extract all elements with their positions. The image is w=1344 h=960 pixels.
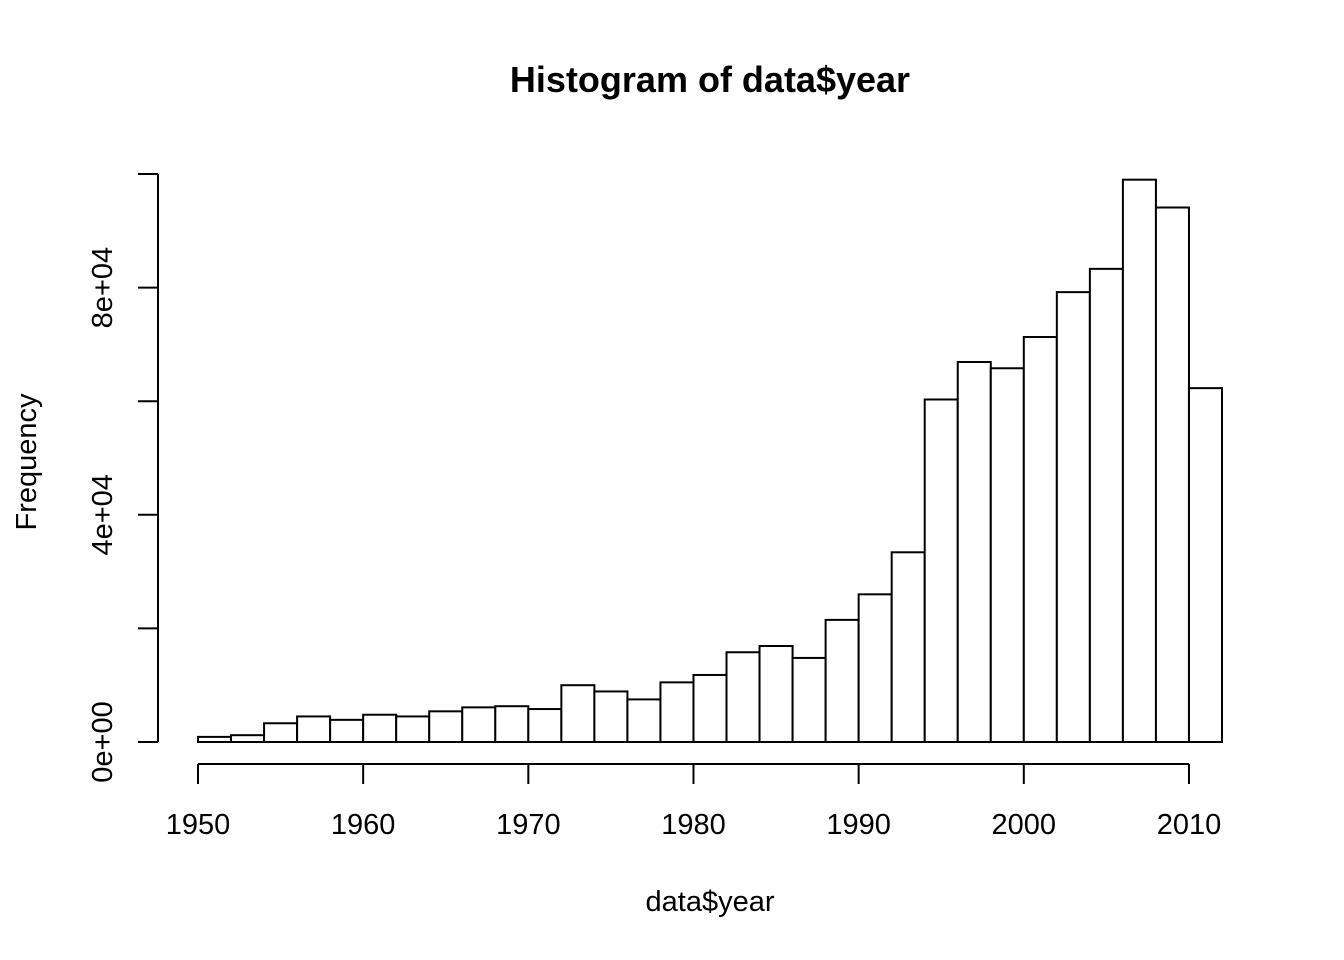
histogram-bar-1964-1966 [428, 710, 464, 744]
x-axis-label: data$year [646, 886, 775, 918]
chart-title: Histogram of data$year [510, 59, 910, 100]
y-tick-label-40000: 4e+04 [87, 474, 119, 555]
histogram-bar-1990-1992 [857, 593, 893, 743]
bars-group [197, 178, 1224, 744]
histogram-bar-1998-2000 [989, 367, 1025, 743]
histogram-bar-1976-1978 [626, 698, 662, 744]
histogram-bar-1966-1968 [461, 706, 497, 743]
x-tick-label-1980: 1980 [661, 809, 726, 841]
histogram-bar-1978-1980 [659, 681, 695, 743]
histogram-bar-1986-1988 [791, 656, 827, 743]
histogram-bar-1970-1972 [527, 708, 563, 744]
x-tick-label-1950: 1950 [166, 809, 231, 841]
histogram-bar-1962-1964 [395, 715, 431, 744]
x-tick-label-2010: 2010 [1157, 809, 1222, 841]
histogram-bar-1956-1958 [296, 715, 332, 744]
y-tick-label-0: 0e+00 [87, 701, 119, 782]
histogram-bar-1982-1984 [725, 651, 761, 743]
histogram-bar-2006-2008 [1121, 178, 1157, 743]
x-tick-label-1970: 1970 [496, 809, 561, 841]
histogram-bar-1958-1960 [329, 718, 365, 744]
histogram-bar-2000-2002 [1022, 336, 1058, 743]
histogram-bar-2004-2006 [1088, 267, 1124, 743]
y-axis-label: Frequency [11, 393, 43, 531]
x-tick-label-1960: 1960 [331, 809, 396, 841]
histogram-bar-2002-2004 [1055, 291, 1091, 743]
histogram-bar-1980-1982 [692, 673, 728, 744]
histogram-bar-1972-1974 [560, 684, 596, 744]
x-tick-label-2000: 2000 [992, 809, 1057, 841]
x-tick-label-1990: 1990 [826, 809, 891, 841]
histogram-bar-2010-2012 [1187, 387, 1224, 743]
y-tick-label-80000: 8e+04 [87, 247, 119, 328]
x-axis: 1950 1960 1970 1980 1990 2000 2010 [166, 763, 1222, 841]
histogram-bar-1968-1970 [494, 705, 530, 744]
histogram-bar-1974-1976 [593, 690, 629, 743]
histogram-bar-1994-1996 [923, 398, 959, 743]
histogram-bar-1954-1956 [263, 722, 299, 743]
histogram-bar-1992-1994 [890, 551, 926, 744]
y-axis: 0e+00 4e+04 8e+04 [87, 173, 159, 783]
histogram-bar-1950-1952 [197, 735, 233, 744]
histogram-bar-1988-1990 [824, 618, 860, 744]
histogram-bar-1960-1962 [362, 713, 398, 744]
histogram-bar-1996-1998 [956, 361, 992, 743]
histogram-bar-2008-2010 [1154, 206, 1190, 743]
histogram-bar-1984-1986 [758, 645, 794, 743]
histogram-bar-1952-1954 [230, 734, 266, 744]
